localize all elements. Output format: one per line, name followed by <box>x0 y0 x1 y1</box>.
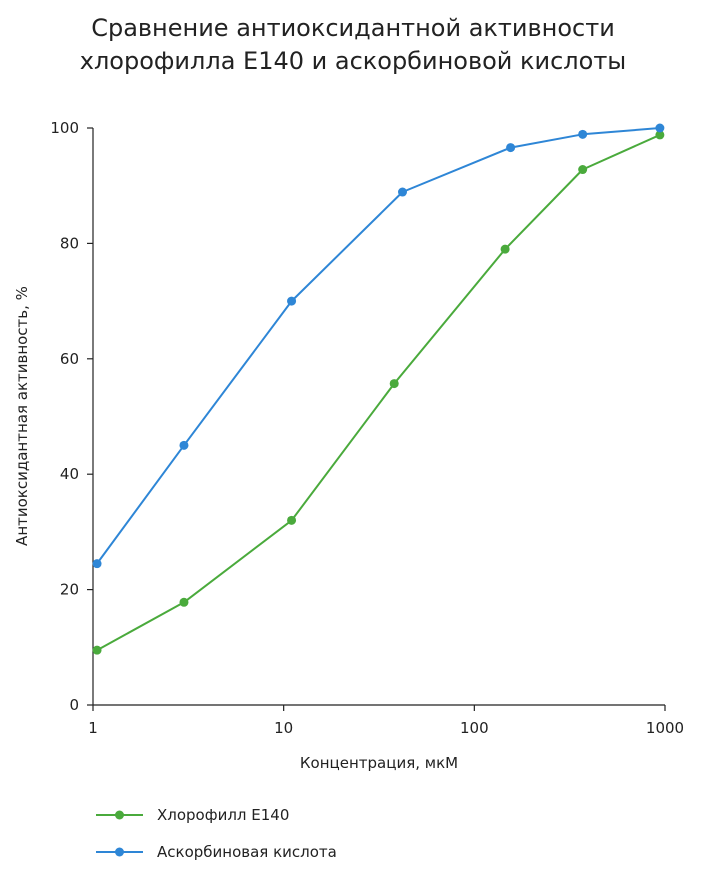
data-point <box>179 440 189 450</box>
y-tick-label: 20 <box>60 581 79 599</box>
data-point <box>389 379 399 389</box>
x-tick-label: 1000 <box>646 719 684 737</box>
legend-label: Хлорофилл Е140 <box>157 806 289 824</box>
data-point <box>655 123 665 133</box>
legend-item: Аскорбиновая кислота <box>96 843 337 861</box>
x-tick-label: 1 <box>88 719 98 737</box>
y-axis-label: Антиоксидантная активность, % <box>13 286 31 546</box>
data-point <box>92 645 102 655</box>
y-tick-label: 40 <box>60 465 79 483</box>
data-point <box>655 130 665 140</box>
legend-label: Аскорбиновая кислота <box>157 843 337 861</box>
data-point <box>578 129 588 139</box>
y-ticks: 0 20 40 60 80 100 <box>50 119 93 714</box>
chart-title-line-1: Сравнение антиоксидантной активности <box>91 14 615 42</box>
x-ticks: 1 10 100 1000 <box>88 705 684 737</box>
data-point <box>287 515 297 525</box>
chart-title-line-2: хлорофилла Е140 и аскорбиновой кислоты <box>79 47 627 75</box>
y-tick-label: 60 <box>60 350 79 368</box>
x-tick-label: 100 <box>460 719 489 737</box>
data-point <box>92 559 102 569</box>
y-tick-label: 80 <box>60 234 79 252</box>
x-tick-label: 10 <box>274 719 293 737</box>
legend-item: Хлорофилл Е140 <box>96 806 289 824</box>
legend-marker <box>115 810 124 820</box>
y-tick-label: 0 <box>69 696 79 714</box>
series-1 <box>92 123 665 569</box>
chart-title: Сравнение антиоксидантной активности хло… <box>0 12 706 78</box>
data-point <box>578 165 588 175</box>
data-point <box>179 597 189 607</box>
series-line <box>96 127 660 565</box>
series-line <box>96 133 661 652</box>
data-point <box>500 244 510 254</box>
legend-marker <box>115 847 124 857</box>
series-0 <box>92 130 665 655</box>
legend: Хлорофилл Е140 Аскорбиновая кислота <box>96 806 337 861</box>
y-tick-label: 100 <box>50 119 79 137</box>
series-layer <box>92 123 665 655</box>
data-point <box>287 296 297 306</box>
data-point <box>397 187 407 197</box>
axes <box>92 128 665 706</box>
x-axis-label: Концентрация, мкМ <box>300 754 458 772</box>
data-point <box>506 143 516 153</box>
